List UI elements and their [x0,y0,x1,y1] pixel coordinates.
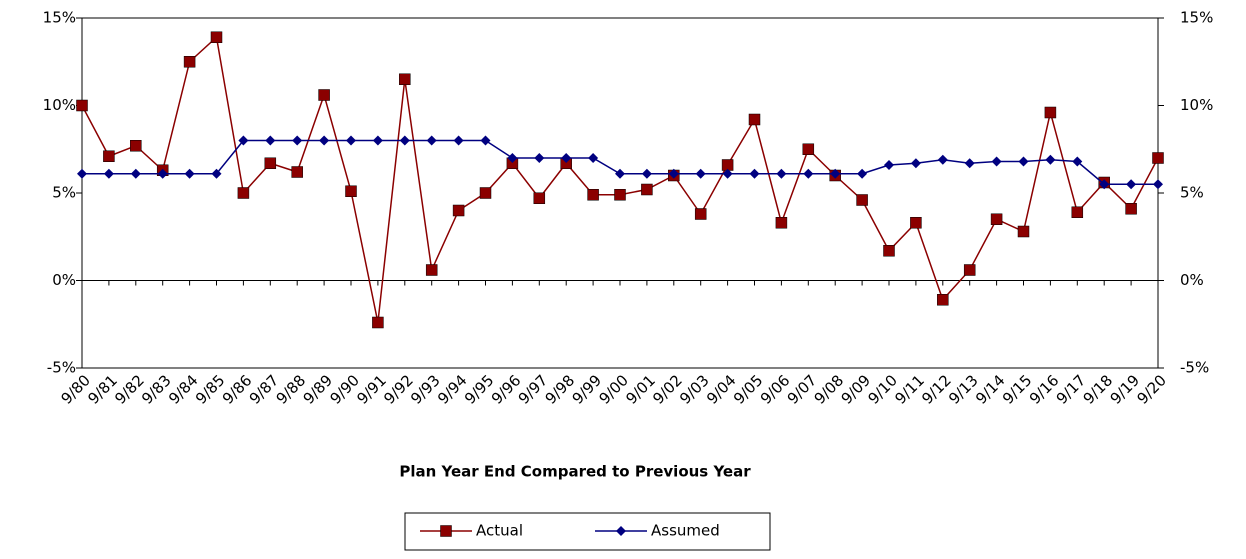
y-tick-label: -5% [47,359,76,377]
data-point [937,154,948,165]
legend-marker [440,525,452,537]
data-point [157,168,168,179]
y2-tick-label: 0% [1180,271,1204,289]
data-point [533,192,546,204]
data-point [318,89,330,101]
data-point [857,168,868,179]
data-point [749,168,760,179]
data-point [237,187,250,199]
data-point [776,168,787,179]
data-point [561,153,572,163]
y-tick-label: 10% [43,96,76,114]
data-point [103,150,115,162]
data-point [76,99,88,112]
data-point [1125,203,1137,215]
data-point [130,140,142,152]
data-point [856,194,868,206]
data-point [1071,206,1084,218]
legend-label: Actual [476,522,523,540]
data-point [77,168,87,179]
y-tick-label: 0% [52,271,76,289]
legend-label: Assumed [651,522,720,540]
data-point [453,135,464,146]
data-point [910,158,921,169]
data-point [480,135,491,146]
data-point [238,135,249,146]
data-point [534,153,545,163]
data-point [1152,152,1164,164]
data-point [130,168,141,179]
data-point [399,135,410,146]
data-point [802,143,815,155]
x-tick-label: 9/20 [1133,371,1170,408]
data-point [399,73,411,85]
data-point [1045,154,1056,165]
data-point [210,31,223,43]
data-point [588,153,599,163]
y2-tick-label: 5% [1180,184,1204,202]
x-axis-title: Plan Year End Compared to Previous Year [399,463,751,481]
data-point [587,189,599,201]
data-point [910,217,922,229]
legend-marker [616,526,626,536]
data-point [211,168,222,179]
y2-tick-label: 15% [1180,9,1213,27]
data-point [1017,225,1030,238]
data-point [103,168,114,179]
data-point [183,56,196,68]
data-point [695,168,706,179]
data-point [641,183,653,196]
data-point [426,135,437,146]
data-point [694,208,707,220]
data-point [372,135,383,146]
data-point [292,135,303,146]
data-point [803,168,814,179]
data-point [883,245,895,257]
data-point [641,168,652,179]
data-point [1018,156,1029,167]
series-line [81,35,1159,323]
data-point [291,166,303,178]
y2-tick-label: -5% [1180,359,1209,377]
data-point [479,187,492,199]
data-point [990,213,1003,225]
data-point [1126,179,1137,190]
data-point [1153,179,1163,190]
data-point [264,157,277,169]
y-tick-label: 15% [43,9,76,27]
data-point [265,135,276,146]
data-point [1099,179,1110,190]
data-point [372,316,384,329]
data-point [1072,156,1083,167]
data-point [722,168,733,179]
y2-tick-label: 10% [1180,96,1213,114]
data-point [507,153,518,163]
y-tick-label: 5% [52,184,76,202]
data-point [346,135,356,146]
data-point [615,168,625,179]
data-point [963,264,976,276]
data-point [425,264,438,276]
data-point [345,185,357,197]
data-point [668,168,679,179]
data-point [964,158,975,169]
data-point [614,189,626,201]
data-point [184,168,195,179]
data-point [884,160,894,170]
data-point [830,168,841,179]
data-point [775,217,788,229]
data-point [319,135,330,146]
data-point [937,294,949,306]
data-point [748,113,761,126]
data-point [1044,106,1057,119]
data-point [991,156,1002,167]
data-point [452,204,465,217]
